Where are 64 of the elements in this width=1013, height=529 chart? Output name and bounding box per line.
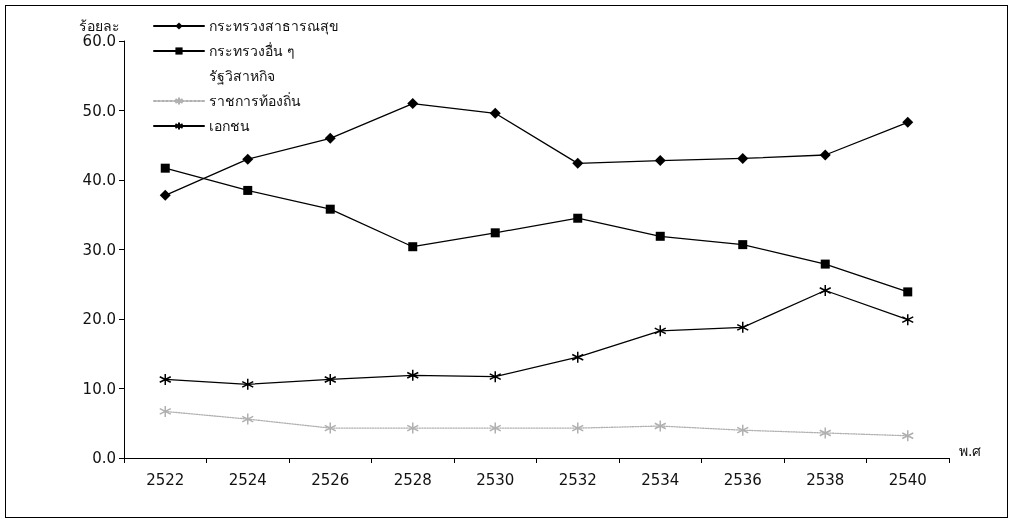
point: [325, 204, 335, 214]
text: รัฐวิสาหกิจ: [209, 68, 275, 85]
point: [489, 421, 502, 435]
point: [242, 153, 254, 165]
x-axis-title: พ.ศ: [959, 443, 982, 459]
point: [736, 321, 749, 334]
x-tick-label: 2538: [806, 470, 845, 489]
point: [408, 242, 418, 252]
point: [901, 429, 914, 443]
point: [572, 157, 584, 169]
point: [819, 149, 831, 161]
point: [324, 373, 337, 386]
point: [654, 324, 667, 338]
x-tick-label: 2524: [228, 470, 267, 489]
point: [489, 370, 502, 383]
x-tick-label: 2528: [393, 470, 432, 489]
x-tick-label: 2526: [311, 470, 350, 489]
point: [573, 213, 583, 223]
x-tick-label: 2534: [641, 470, 680, 489]
point: [655, 231, 665, 241]
x-tick-label: 2540: [888, 470, 927, 489]
point: [903, 287, 913, 297]
point: [407, 98, 419, 110]
point: [490, 228, 500, 238]
y-tick-label: 50.0: [82, 101, 116, 120]
y-tick-label: 0.0: [92, 449, 116, 467]
y-tick-label: 20.0: [82, 310, 116, 328]
point: [324, 132, 336, 144]
point: [902, 116, 914, 128]
point: [243, 185, 253, 195]
point: [819, 426, 832, 440]
legend-label: กระทรวงอื่น ๆ: [209, 42, 296, 59]
point: [820, 259, 830, 269]
point: [160, 163, 170, 173]
legend-label: กระทรวงสาธารณสุข: [209, 18, 339, 35]
point: [654, 155, 666, 167]
point: [241, 378, 254, 391]
y-tick-label: 40.0: [82, 171, 116, 189]
x-tick-label: 2536: [723, 470, 762, 489]
point: [159, 189, 171, 201]
x-tick-label: 2530: [476, 470, 515, 489]
point: [324, 421, 337, 435]
y-tick-label: 30.0: [82, 240, 116, 259]
point: [738, 240, 748, 250]
point: [571, 421, 584, 435]
x-tick-label: 2532: [558, 470, 597, 489]
y-axis-title: ร้อยละ: [79, 18, 120, 34]
point: [241, 412, 254, 426]
point: [159, 373, 172, 386]
point: [819, 284, 832, 297]
y-tick-label: 60.0: [82, 32, 116, 50]
point: [571, 350, 584, 364]
point: [159, 405, 172, 418]
point: [901, 313, 914, 326]
x-tick-label: 2522: [146, 470, 185, 489]
point: [736, 423, 749, 437]
point: [406, 421, 419, 435]
point: [406, 369, 419, 382]
legend-label: เอกชน: [209, 118, 250, 134]
point: [489, 107, 501, 119]
point: [737, 152, 749, 164]
point: [654, 419, 667, 433]
legend-label: ราชการท้องถิ่น: [209, 92, 301, 109]
y-tick-label: 10.0: [82, 379, 116, 398]
